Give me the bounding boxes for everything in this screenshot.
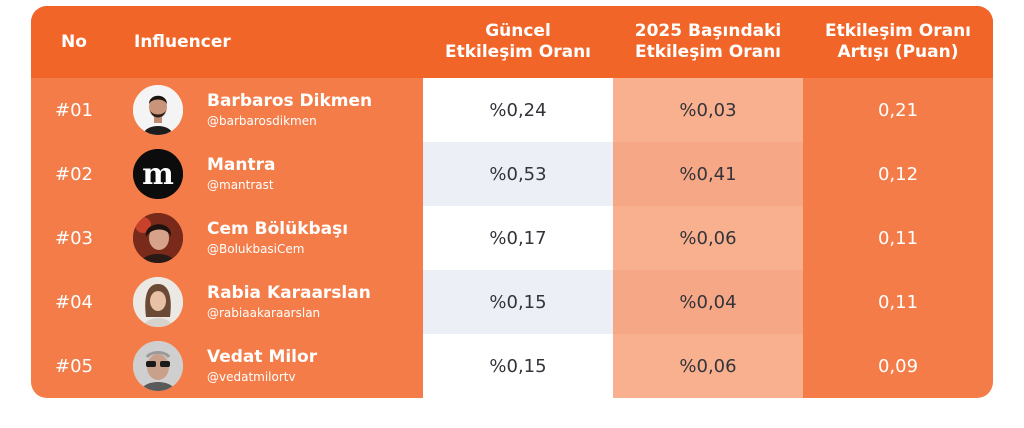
avatar: m [133, 149, 183, 199]
header-increase-line1: Etkileşim Oranı [824, 21, 972, 41]
start-rate-cell: %0,06 [613, 334, 803, 398]
increase-cell: 0,11 [877, 227, 919, 249]
avatar [133, 277, 183, 327]
table-row: #02 m Mantra @mantrast %0,53 %0,41 0,12 [31, 142, 993, 206]
influencer-cell: m Mantra @mantrast [133, 142, 423, 206]
influencer-cell: Cem Bölükbaşı @BolukbasiCem [133, 206, 423, 270]
header-current-line1: Güncel [485, 21, 551, 41]
header-influencer: Influencer [134, 31, 231, 52]
influencer-handle: @rabiaakaraarslan [207, 306, 321, 320]
header-start-line1: 2025 Başındaki [634, 21, 782, 41]
header-current-line2: Etkileşim Oranı [444, 42, 592, 62]
influencer-cell: Rabia Karaarslan @rabiaakaraarslan [133, 270, 423, 334]
person-avatar-icon [133, 85, 183, 135]
start-rate-cell: %0,06 [613, 206, 803, 270]
person-avatar-icon [133, 213, 183, 263]
influencer-name: Vedat Milor [207, 347, 318, 367]
avatar [133, 341, 183, 391]
influencer-handle: @vedatmilortv [207, 370, 296, 384]
header-no: No [61, 31, 87, 52]
current-rate-cell: %0,15 [423, 334, 613, 398]
current-rate-cell: %0,15 [423, 270, 613, 334]
table-row: #03 Cem Bölükbaşı @BolukbasiCem %0,17 %0… [31, 206, 993, 270]
table-row: #04 Rabia Karaarslan @rabiaakaraarslan %… [31, 270, 993, 334]
header-increase-line2: Artışı (Puan) [837, 42, 959, 62]
current-rate-cell: %0,24 [423, 78, 613, 142]
rank-cell: #04 [55, 291, 93, 313]
ranking-table: No Influencer Güncel Etkileşim Oranı 2025… [31, 6, 993, 398]
increase-cell: 0,12 [877, 163, 919, 185]
rank-cell: #03 [55, 227, 93, 249]
increase-cell: 0,11 [877, 291, 919, 313]
influencer-name: Barbaros Dikmen [207, 91, 373, 111]
increase-cell: 0,21 [877, 99, 919, 121]
start-rate-cell: %0,03 [613, 78, 803, 142]
influencer-cell: Barbaros Dikmen @barbarosdikmen [133, 78, 423, 142]
rank-cell: #01 [55, 99, 93, 121]
influencer-cell: Vedat Milor @vedatmilortv [133, 334, 423, 398]
influencer-handle: @BolukbasiCem [207, 242, 305, 256]
header-start-rate: 2025 Başındaki Etkileşim Oranı [613, 6, 803, 78]
person-avatar-icon [133, 277, 183, 327]
table-row: #05 Vedat Milor @vedatmilortv %0,15 %0,0… [31, 334, 993, 398]
header-increase: Etkileşim Oranı Artışı (Puan) [803, 6, 993, 78]
avatar [133, 213, 183, 263]
influencer-name: Cem Bölükbaşı [207, 219, 349, 239]
start-rate-cell: %0,04 [613, 270, 803, 334]
influencer-name: Rabia Karaarslan [207, 283, 371, 303]
mantra-logo-letter: m [142, 157, 174, 192]
header-current-rate: Güncel Etkileşim Oranı [423, 6, 613, 78]
rank-cell: #02 [55, 163, 93, 185]
current-rate-cell: %0,17 [423, 206, 613, 270]
header-start-line2: Etkileşim Oranı [634, 42, 782, 62]
increase-cell: 0,09 [877, 355, 919, 377]
current-rate-cell: %0,53 [423, 142, 613, 206]
influencer-name: Mantra [207, 155, 276, 175]
influencer-handle: @mantrast [207, 178, 274, 192]
mantra-logo-icon: m [133, 149, 183, 199]
table-header: No Influencer Güncel Etkileşim Oranı 2025… [31, 6, 993, 78]
avatar [133, 85, 183, 135]
rank-cell: #05 [55, 355, 93, 377]
table-row: #01 Barbaros Dikmen @barbarosdikmen %0,2… [31, 78, 993, 142]
start-rate-cell: %0,41 [613, 142, 803, 206]
person-avatar-icon [133, 341, 183, 391]
influencer-handle: @barbarosdikmen [207, 114, 317, 128]
